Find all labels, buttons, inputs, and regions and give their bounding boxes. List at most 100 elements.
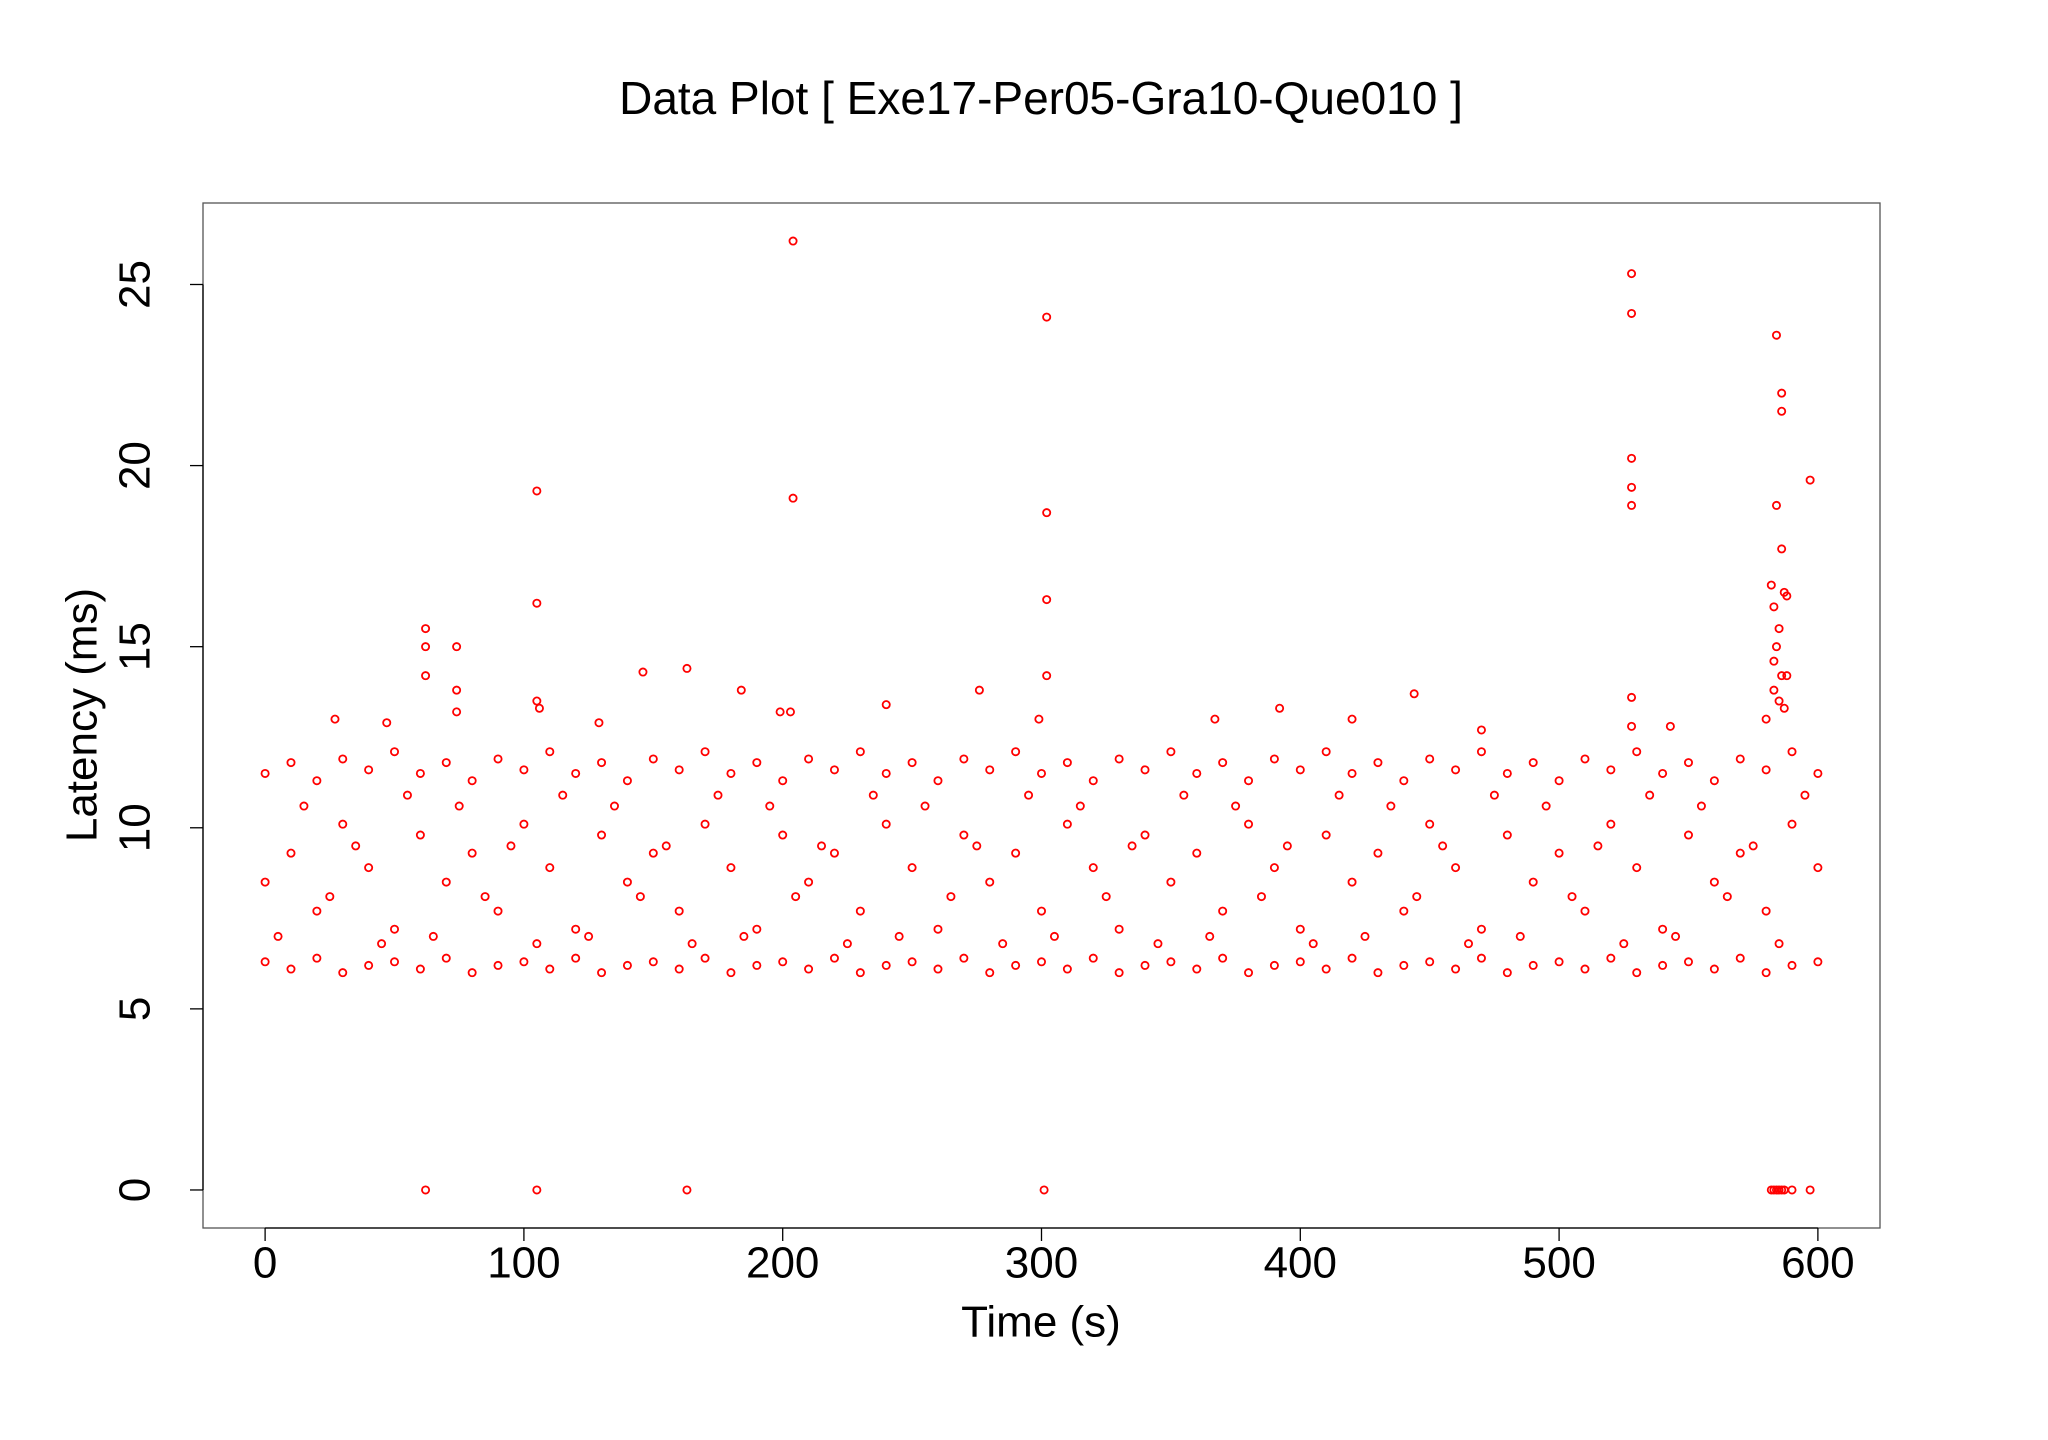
point <box>855 968 865 978</box>
point <box>1787 819 1797 829</box>
point <box>571 924 581 934</box>
point <box>726 863 736 873</box>
point <box>1218 953 1228 963</box>
point <box>1295 957 1305 967</box>
point <box>1438 841 1448 851</box>
point <box>428 931 438 941</box>
point <box>493 754 503 764</box>
point <box>609 801 619 811</box>
point <box>1782 591 1792 601</box>
point <box>338 819 348 829</box>
point <box>1127 841 1137 851</box>
point <box>752 960 762 970</box>
point <box>1787 1185 1797 1195</box>
point <box>1334 790 1344 800</box>
point <box>1321 830 1331 840</box>
point <box>1627 308 1637 318</box>
point <box>1399 776 1409 786</box>
point <box>594 718 604 728</box>
point <box>1347 953 1357 963</box>
point <box>1034 714 1044 724</box>
point <box>661 841 671 851</box>
point <box>1192 964 1202 974</box>
point <box>1580 754 1590 764</box>
point <box>1805 475 1815 485</box>
point <box>260 877 270 887</box>
point <box>1593 841 1603 851</box>
point <box>700 953 710 963</box>
point <box>452 685 462 695</box>
point <box>421 671 431 681</box>
point <box>1218 906 1228 916</box>
point <box>713 790 723 800</box>
point <box>467 968 477 978</box>
point <box>415 768 425 778</box>
point <box>1451 964 1461 974</box>
point <box>312 906 322 916</box>
point <box>452 707 462 717</box>
point <box>881 960 891 970</box>
point <box>1476 725 1486 735</box>
point <box>1771 642 1781 652</box>
point <box>778 830 788 840</box>
point <box>1192 848 1202 858</box>
point <box>1192 768 1202 778</box>
point <box>648 754 658 764</box>
point <box>1606 765 1616 775</box>
point <box>532 486 542 496</box>
point <box>519 819 529 829</box>
point <box>881 768 891 778</box>
point <box>1554 957 1564 967</box>
point <box>382 718 392 728</box>
point <box>1632 863 1642 873</box>
point <box>493 960 503 970</box>
point <box>452 642 462 652</box>
point <box>1088 776 1098 786</box>
point <box>1658 924 1668 934</box>
point <box>506 841 516 851</box>
y-tick-label: 25 <box>111 260 160 309</box>
point <box>1114 924 1124 934</box>
point <box>415 964 425 974</box>
point <box>421 1185 431 1195</box>
point <box>1218 758 1228 768</box>
point <box>1813 863 1823 873</box>
point <box>1373 758 1383 768</box>
point <box>1140 960 1150 970</box>
point <box>1476 924 1486 934</box>
point <box>1632 968 1642 978</box>
point <box>638 667 648 677</box>
y-tick-label: 5 <box>111 997 160 1021</box>
point <box>1451 765 1461 775</box>
point <box>273 931 283 941</box>
point <box>791 892 801 902</box>
x-tick-label: 0 <box>253 1239 277 1288</box>
point <box>1075 801 1085 811</box>
point <box>1645 790 1655 800</box>
point <box>402 790 412 800</box>
point <box>1140 830 1150 840</box>
x-tick-label: 200 <box>746 1239 819 1288</box>
point <box>1347 877 1357 887</box>
point <box>974 685 984 695</box>
x-tick-label: 300 <box>1005 1239 1078 1288</box>
point <box>364 765 374 775</box>
point <box>1282 841 1292 851</box>
point <box>855 747 865 757</box>
point <box>1771 500 1781 510</box>
point <box>1321 747 1331 757</box>
point <box>1627 453 1637 463</box>
point <box>1037 768 1047 778</box>
point <box>1205 931 1215 941</box>
point <box>785 707 795 717</box>
point <box>390 747 400 757</box>
point <box>545 747 555 757</box>
chart-title: Data Plot [ Exe17-Per05-Gra10-Que010 ] <box>619 72 1463 124</box>
point <box>998 939 1008 949</box>
point <box>545 863 555 873</box>
point <box>1748 841 1758 851</box>
point <box>1062 819 1072 829</box>
point <box>532 1185 542 1195</box>
point <box>933 924 943 934</box>
point <box>1709 776 1719 786</box>
